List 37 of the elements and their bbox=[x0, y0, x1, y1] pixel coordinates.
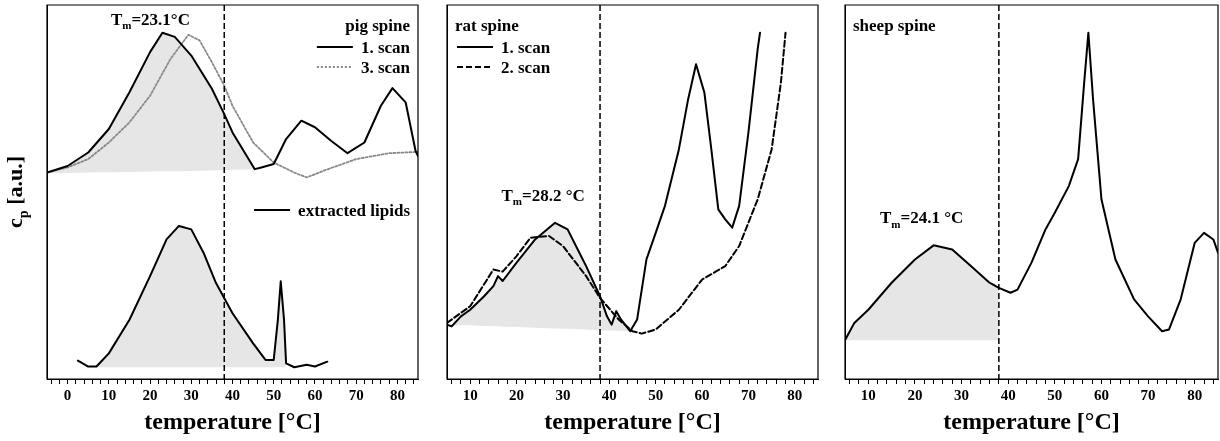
chart-title: rat spine bbox=[455, 16, 520, 35]
x-tick-label: 10 bbox=[101, 386, 117, 403]
legend-label: 2. scan bbox=[501, 58, 551, 77]
x-tick-label: 60 bbox=[694, 386, 710, 403]
x-tick-label: 40 bbox=[601, 386, 617, 403]
legend-label: 1. scan bbox=[360, 38, 411, 57]
legend-label: 3. scan bbox=[360, 58, 411, 77]
x-tick-label: 80 bbox=[389, 386, 405, 403]
x-tick-label: 50 bbox=[1047, 386, 1063, 403]
x-tick-label: 30 bbox=[954, 386, 970, 403]
x-axis-title: temperature [°C] bbox=[144, 407, 321, 434]
x-tick-label: 30 bbox=[183, 386, 199, 403]
x-tick-label: 0 bbox=[63, 386, 72, 403]
chart-title: sheep spine bbox=[853, 16, 937, 35]
x-tick-label: 20 bbox=[509, 386, 525, 403]
x-tick-label: 20 bbox=[142, 386, 158, 403]
x-axis-title: temperature [°C] bbox=[943, 407, 1120, 434]
x-tick-label: 80 bbox=[787, 386, 803, 403]
x-tick-label: 20 bbox=[907, 386, 923, 403]
chart-title: pig spine bbox=[345, 16, 411, 35]
x-tick-label: 60 bbox=[307, 386, 323, 403]
y-axis-title: cp [a.u.] bbox=[2, 155, 31, 229]
x-tick-label: 70 bbox=[1140, 386, 1156, 403]
x-tick-label: 70 bbox=[740, 386, 756, 403]
legend-label: extracted lipids bbox=[298, 200, 411, 220]
x-axis-title: temperature [°C] bbox=[544, 407, 721, 434]
x-tick-label: 30 bbox=[555, 386, 571, 403]
x-tick-label: 10 bbox=[462, 386, 478, 403]
x-tick-label: 10 bbox=[860, 386, 876, 403]
x-tick-label: 70 bbox=[348, 386, 364, 403]
x-tick-label: 50 bbox=[266, 386, 282, 403]
legend-label: 1. scan bbox=[501, 38, 551, 57]
x-tick-label: 40 bbox=[225, 386, 240, 403]
x-tick-label: 80 bbox=[1187, 386, 1203, 403]
x-tick-label: 50 bbox=[648, 386, 664, 403]
x-tick-label: 40 bbox=[1000, 386, 1016, 403]
x-tick-label: 60 bbox=[1093, 386, 1109, 403]
